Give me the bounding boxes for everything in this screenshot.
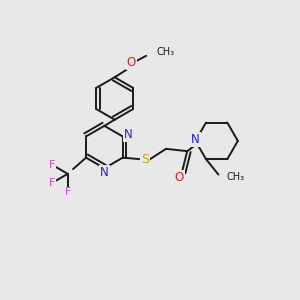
Text: F: F (49, 178, 55, 188)
Text: N: N (124, 128, 132, 142)
Text: S: S (141, 153, 149, 166)
Text: N: N (100, 166, 109, 179)
Text: F: F (49, 160, 55, 170)
Text: N: N (191, 133, 200, 146)
Text: O: O (127, 56, 136, 69)
Text: CH₃: CH₃ (157, 47, 175, 57)
Text: O: O (174, 171, 184, 184)
Text: F: F (64, 188, 71, 197)
Text: CH₃: CH₃ (227, 172, 245, 182)
